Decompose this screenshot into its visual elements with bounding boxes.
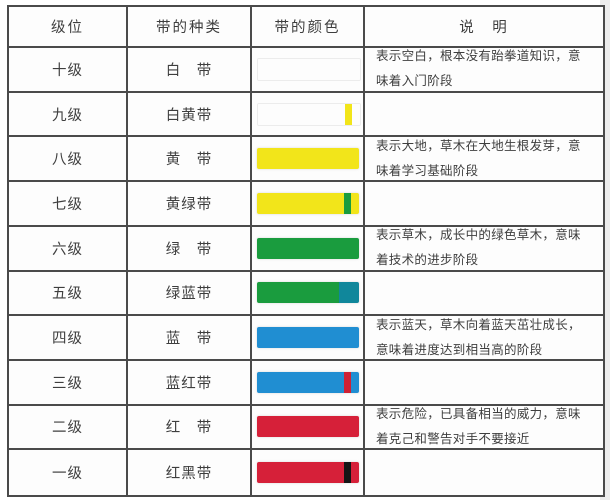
belt-segment — [350, 192, 359, 214]
belt-color-cell — [252, 360, 365, 406]
belt-type-cell: 绿 带 — [128, 226, 252, 272]
level-cell: 七级 — [9, 182, 128, 227]
belt-segment — [350, 371, 359, 393]
header-cell-belt-color: 带的颜色 — [252, 7, 365, 48]
belt-type-cell: 红 带 — [128, 405, 252, 451]
level-cell: 六级 — [9, 226, 128, 272]
belt-segment — [338, 282, 359, 304]
level-cell: 四级 — [9, 316, 128, 361]
belt-color-cell — [252, 316, 365, 361]
belt-segment — [257, 148, 359, 170]
description-cell — [365, 361, 603, 406]
belt-segment — [343, 462, 351, 484]
belt-color-cell — [252, 271, 365, 317]
belt-segment — [343, 371, 351, 393]
belt-type-cell: 白黄带 — [128, 92, 252, 138]
description-cell — [365, 272, 603, 317]
level-cell: 五级 — [9, 271, 128, 317]
belt-segment — [257, 371, 344, 393]
header-cell-level: 级位 — [9, 7, 128, 48]
description-cell: 表示大地，草木在大地生根发芽，意味着学习基础阶段 — [365, 137, 603, 183]
description-cell: 表示草木，成长中的绿色草木，意味着技术的进步阶段 — [365, 227, 603, 272]
white-yellow-belt — [257, 102, 361, 126]
belt-color-cell — [252, 450, 365, 495]
level-cell: 一级 — [9, 450, 128, 495]
description-cell: 表示危险，已具备相当的威力，意味着克己和警告对手不要接近 — [365, 406, 603, 451]
belts-table: 级位 带的种类 带的颜色 说 明 十级白 带 表示空白，根本没有跆拳道知识，意味着… — [7, 5, 605, 497]
level-cell: 二级 — [9, 405, 128, 451]
belt-color-cell — [252, 405, 365, 451]
blue-belt — [257, 327, 359, 349]
belt-type-cell: 红黑带 — [128, 450, 252, 495]
blue-red-belt — [257, 371, 359, 393]
description-cell — [365, 182, 603, 227]
red-belt — [257, 416, 359, 438]
belt-segment — [350, 462, 359, 484]
belt-segment — [351, 103, 360, 125]
yellow-green-belt — [257, 192, 359, 214]
level-cell: 十级 — [9, 48, 128, 93]
belt-color-cell — [252, 48, 365, 93]
belt-type-cell: 绿蓝带 — [128, 271, 252, 317]
level-cell: 九级 — [9, 92, 128, 138]
green-belt — [257, 237, 359, 259]
belt-color-cell — [252, 226, 365, 272]
belt-type-cell: 蓝 带 — [128, 316, 252, 361]
belt-type-cell: 白 带 — [128, 48, 252, 93]
description-cell: 表示蓝天，草木向着蓝天茁壮成长，意味着进度达到相当高的阶段 — [365, 316, 603, 361]
belt-type-cell: 蓝红带 — [128, 360, 252, 406]
white-belt — [257, 57, 361, 81]
belt-segment — [257, 282, 339, 304]
description-cell — [365, 450, 603, 495]
header-cell-description: 说 明 — [365, 7, 603, 48]
red-black-belt — [257, 462, 359, 484]
belt-segment — [257, 192, 344, 214]
description-cell — [365, 93, 603, 138]
belt-segment — [258, 58, 360, 80]
belt-segment — [257, 416, 359, 438]
belt-color-cell — [252, 92, 365, 138]
belt-segment — [257, 327, 359, 349]
belt-color-cell — [252, 182, 365, 227]
belt-segment — [344, 103, 352, 125]
header-cell-belt-type: 带的种类 — [128, 7, 252, 48]
belt-type-cell: 黄 带 — [128, 137, 252, 183]
belt-segment — [257, 237, 359, 259]
belt-segment — [343, 192, 351, 214]
level-cell: 三级 — [9, 360, 128, 406]
yellow-belt — [257, 148, 359, 170]
belt-type-cell: 黄绿带 — [128, 182, 252, 227]
level-cell: 八级 — [9, 137, 128, 183]
belt-segment — [257, 462, 344, 484]
belt-segment — [258, 103, 345, 125]
belt-color-cell — [252, 137, 365, 183]
description-cell: 表示空白，根本没有跆拳道知识，意味着入门阶段 — [365, 48, 603, 93]
green-blue-belt — [257, 282, 359, 304]
